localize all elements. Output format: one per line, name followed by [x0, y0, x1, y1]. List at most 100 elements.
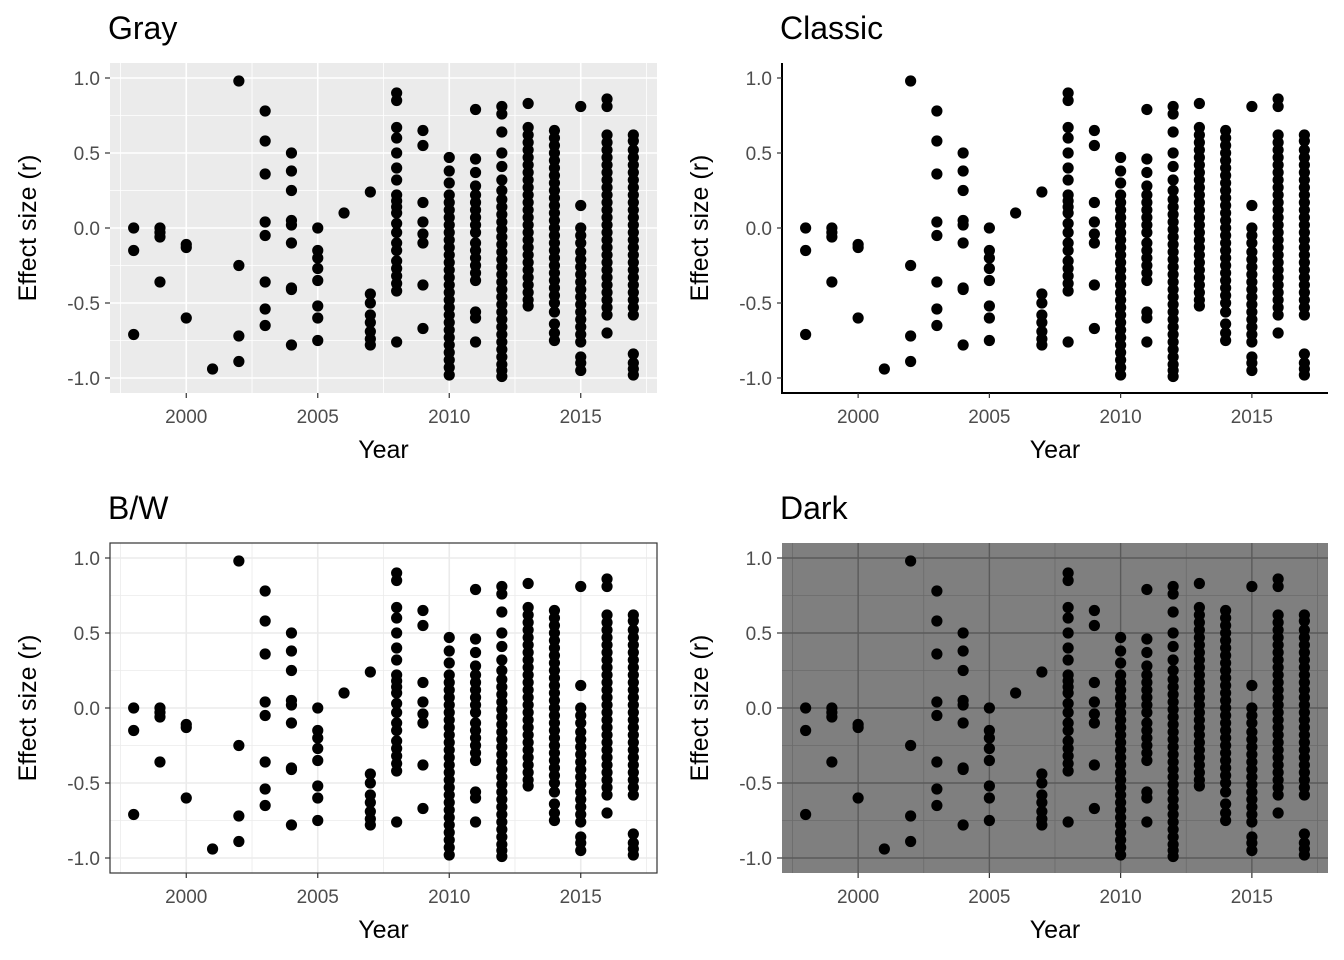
data-point [469, 816, 482, 828]
data-point [1246, 679, 1258, 692]
y-tick-label: 0.5 [74, 144, 100, 165]
data-point [1088, 237, 1100, 249]
data-point [1141, 583, 1153, 596]
data-point [1272, 309, 1284, 321]
data-point [1298, 348, 1310, 360]
data-point [957, 627, 969, 639]
data-point [601, 580, 613, 593]
data-point [259, 615, 271, 627]
data-point [1115, 151, 1127, 164]
data-point [575, 364, 587, 377]
data-point [800, 328, 812, 341]
data-point [417, 237, 429, 249]
data-point [285, 717, 298, 729]
data-point [1298, 369, 1310, 381]
data-point [469, 166, 482, 179]
data-point [878, 843, 890, 855]
data-point [1246, 237, 1258, 249]
data-point [417, 676, 429, 689]
data-point [826, 756, 838, 768]
data-point [312, 334, 324, 347]
data-point [1115, 849, 1127, 861]
data-point [496, 108, 508, 120]
data-point [1062, 285, 1074, 297]
data-point [391, 217, 403, 230]
x-tick-label: 2000 [165, 887, 207, 908]
data-point [233, 555, 245, 567]
x-axis-title: Year [1030, 916, 1081, 944]
data-point [285, 664, 298, 677]
data-point [1115, 165, 1127, 177]
panel-classic: 2000 2005 2010 2015 -1.0 -0.5 0.0 0.5 1.0 Classic… [686, 10, 1328, 464]
data-point [931, 229, 943, 242]
data-point [312, 742, 324, 755]
data-point [1272, 100, 1284, 113]
data-point [1141, 633, 1153, 645]
data-point [417, 708, 429, 720]
data-point [391, 174, 403, 186]
data-point [1088, 802, 1100, 815]
data-point [1246, 717, 1258, 729]
data-point [575, 100, 587, 113]
data-point [443, 177, 455, 189]
data-point [364, 297, 376, 309]
data-point [800, 724, 812, 737]
data-point [312, 754, 324, 767]
data-point [1141, 646, 1153, 659]
data-point [233, 330, 245, 342]
data-point [1167, 664, 1179, 677]
data-point [364, 288, 376, 300]
data-point [1246, 844, 1258, 857]
data-point [1062, 132, 1074, 144]
data-point [1088, 139, 1100, 152]
data-point [469, 103, 482, 116]
data-point [522, 300, 534, 312]
data-point [233, 810, 245, 822]
data-point [1167, 184, 1179, 197]
data-point [1193, 97, 1205, 110]
data-point [1062, 574, 1074, 587]
data-point [364, 666, 376, 678]
data-point [469, 274, 482, 287]
data-point [417, 802, 429, 815]
y-axis-title: Effect size (r) [686, 155, 714, 302]
y-axis-title: Effect size (r) [14, 155, 42, 302]
data-point [180, 721, 192, 734]
data-point [312, 702, 324, 714]
data-point [1141, 274, 1153, 287]
data-point [1220, 334, 1232, 347]
data-point [1298, 789, 1310, 801]
data-point [128, 328, 140, 341]
data-point [259, 319, 271, 332]
data-point [285, 819, 298, 831]
data-point [983, 814, 995, 827]
data-point [1036, 339, 1048, 351]
data-point [983, 222, 995, 234]
y-tick-label: -0.5 [739, 294, 772, 315]
data-point [601, 807, 613, 819]
data-point [417, 759, 429, 771]
data-point [154, 231, 166, 243]
data-point [800, 222, 812, 234]
data-point [957, 165, 969, 177]
data-point [1062, 94, 1074, 107]
panel-bw: 2000 2005 2010 2015 -1.0 -0.5 0.0 0.5 1.0 B/W Year… [14, 490, 658, 944]
data-point [496, 654, 508, 666]
y-tick-label: 1.0 [746, 69, 772, 90]
data-point [154, 756, 166, 768]
data-point [878, 363, 890, 375]
data-point [1298, 615, 1310, 627]
data-point [1115, 177, 1127, 189]
data-point [800, 808, 812, 821]
data-point [1088, 696, 1100, 708]
x-tick-label: 2005 [297, 407, 339, 428]
data-point [1246, 580, 1258, 593]
data-point [180, 792, 192, 804]
data-point [1193, 577, 1205, 590]
data-point [1036, 297, 1048, 309]
x-tick-label: 2015 [560, 407, 602, 428]
data-point [1115, 645, 1127, 657]
data-point [233, 259, 245, 272]
y-axis-title: Effect size (r) [14, 635, 42, 782]
data-point [1141, 166, 1153, 179]
